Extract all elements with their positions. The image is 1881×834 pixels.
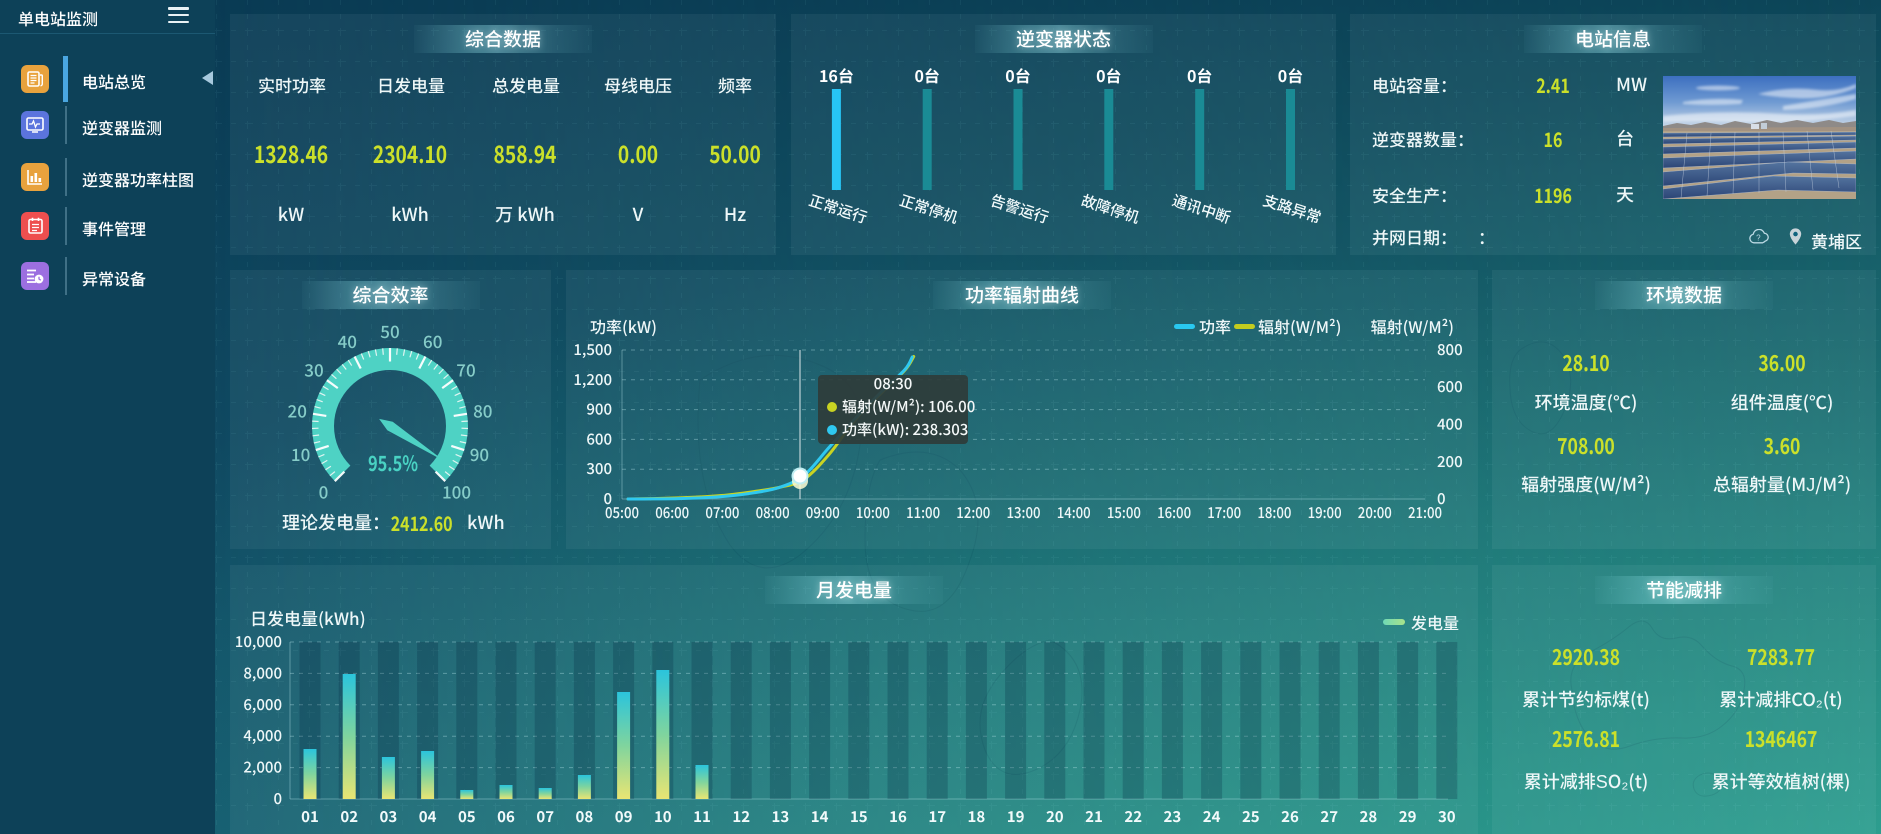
svg-text:70: 70 [456,357,475,382]
svg-text:22: 22 [1124,806,1142,827]
svg-text:100: 100 [442,479,471,504]
svg-text:0台: 0台 [1005,63,1030,87]
svg-text:10,000: 10,000 [235,631,282,652]
svg-text:30: 30 [1438,806,1456,827]
svg-text:10:00: 10:00 [856,502,890,523]
svg-text:03: 03 [380,806,398,827]
svg-text:1,500: 1,500 [573,339,612,360]
svg-text:19:00: 19:00 [1308,502,1342,523]
svg-text:95.5%: 95.5% [368,448,418,478]
svg-text:0台: 0台 [914,63,939,87]
svg-text:800: 800 [1437,339,1463,360]
svg-text:2,000: 2,000 [243,757,282,778]
svg-text:11: 11 [693,806,711,827]
svg-text:20: 20 [288,397,307,422]
svg-text:10: 10 [291,441,310,466]
svg-text:正常停机: 正常停机 [897,190,961,229]
svg-text:10: 10 [654,806,672,827]
svg-text:?: ? [1756,234,1761,243]
svg-text:4,000: 4,000 [243,725,282,746]
svg-text:17:00: 17:00 [1207,502,1241,523]
svg-text:12: 12 [732,806,750,827]
svg-text:0: 0 [319,479,329,504]
svg-text:14:00: 14:00 [1057,502,1091,523]
svg-text:27: 27 [1320,806,1338,827]
svg-text:支路异常: 支路异常 [1260,190,1324,229]
svg-text:19: 19 [1007,806,1025,827]
svg-text:20:00: 20:00 [1358,502,1392,523]
svg-text:16台: 16台 [819,63,854,87]
svg-text:08:30: 08:30 [874,373,913,394]
svg-text:0台: 0台 [1278,63,1303,87]
svg-text:16: 16 [889,806,907,827]
svg-text:05: 05 [458,806,476,827]
svg-text:28: 28 [1360,806,1378,827]
svg-text:04: 04 [419,806,437,827]
svg-text:90: 90 [470,441,489,466]
svg-text:正常运行: 正常运行 [806,190,870,229]
svg-text:09: 09 [615,806,633,827]
svg-text:0台: 0台 [1187,63,1212,87]
svg-text:0: 0 [273,788,282,809]
svg-text:24: 24 [1203,806,1221,827]
svg-text:06: 06 [497,806,515,827]
svg-text:功率(kW): 238.303: 功率(kW): 238.303 [842,419,968,440]
svg-text:辐射(W/M²): 辐射(W/M²) [1258,314,1341,338]
svg-text:400: 400 [1437,414,1463,435]
svg-text:8,000: 8,000 [243,662,282,683]
svg-text:0: 0 [1437,488,1446,509]
svg-text:07:00: 07:00 [705,502,739,523]
svg-text:13: 13 [772,806,790,827]
svg-text:06:00: 06:00 [655,502,689,523]
svg-text:13:00: 13:00 [1007,502,1041,523]
svg-text:40: 40 [338,328,357,353]
svg-text:0台: 0台 [1096,63,1121,87]
svg-text:0: 0 [603,488,612,509]
svg-text:02: 02 [340,806,358,827]
svg-text:17: 17 [928,806,946,827]
svg-text:21:00: 21:00 [1408,502,1442,523]
svg-text:1,200: 1,200 [573,369,612,390]
svg-text:29: 29 [1399,806,1417,827]
svg-text:15: 15 [850,806,868,827]
svg-text:600: 600 [1437,376,1463,397]
svg-text:26: 26 [1281,806,1299,827]
svg-text:18:00: 18:00 [1257,502,1291,523]
svg-text:23: 23 [1164,806,1182,827]
svg-text:功率: 功率 [1199,314,1231,338]
svg-text:60: 60 [423,328,442,353]
svg-text:25: 25 [1242,806,1260,827]
svg-text:15:00: 15:00 [1107,502,1141,523]
svg-text:16:00: 16:00 [1157,502,1191,523]
svg-text:日发电量(kWh): 日发电量(kWh) [250,605,366,630]
svg-text:辐射(W/M²): 106.00: 辐射(W/M²): 106.00 [842,396,975,417]
svg-text:900: 900 [586,399,612,420]
svg-text:80: 80 [473,397,492,422]
svg-text:50: 50 [380,318,399,343]
svg-text:200: 200 [1437,451,1463,472]
svg-text:600: 600 [586,428,612,449]
svg-text:12:00: 12:00 [956,502,990,523]
svg-text:09:00: 09:00 [806,502,840,523]
svg-text:6,000: 6,000 [243,694,282,715]
svg-text:20: 20 [1046,806,1064,827]
svg-text:14: 14 [811,806,829,827]
svg-text:05:00: 05:00 [605,502,639,523]
svg-text:发电量: 发电量 [1411,610,1459,634]
svg-text:07: 07 [536,806,554,827]
svg-text:01: 01 [301,806,319,827]
svg-text:18: 18 [968,806,986,827]
svg-text:300: 300 [586,458,612,479]
svg-text:08: 08 [576,806,594,827]
svg-text:21: 21 [1085,806,1103,827]
svg-text:告警运行: 告警运行 [988,190,1052,229]
svg-text:故障停机: 故障停机 [1079,190,1143,229]
svg-text:辐射(W/M²): 辐射(W/M²) [1371,314,1454,338]
svg-text:11:00: 11:00 [906,502,940,523]
svg-text:08:00: 08:00 [756,502,790,523]
svg-text:30: 30 [304,357,323,382]
svg-text:通讯中断: 通讯中断 [1170,190,1234,229]
svg-text:功率(kW): 功率(kW) [590,314,657,338]
